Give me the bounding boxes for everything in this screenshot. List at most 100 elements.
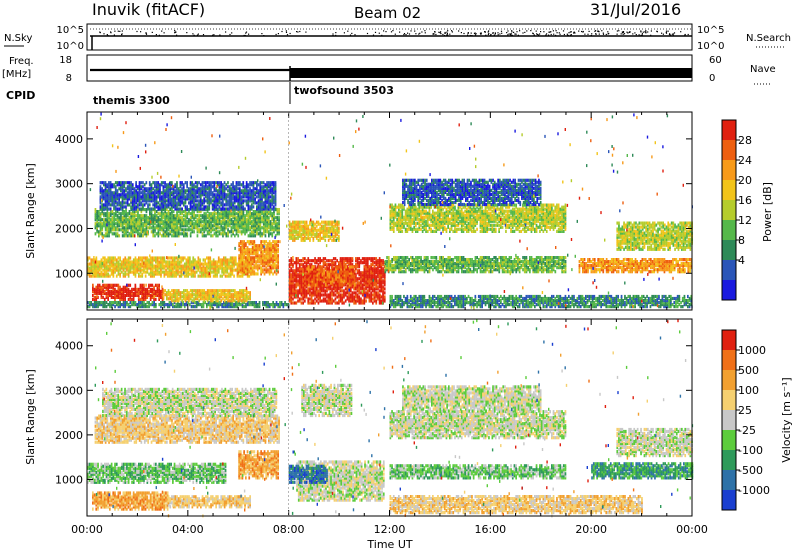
colorbar-segment (722, 330, 736, 350)
colorbar-segment (722, 240, 736, 260)
nave-tick-top: 60 (709, 55, 722, 66)
xtick-label: 00:00 (71, 523, 103, 536)
xtick-label: 20:00 (575, 523, 607, 536)
freq-unit: [MHz] (2, 69, 31, 80)
colorbar-segment (722, 490, 736, 510)
power-band-10 (385, 256, 567, 273)
power-band-11 (390, 204, 567, 234)
freq-tick-top: 18 (59, 55, 72, 66)
power-band-9 (289, 221, 340, 242)
power-colorbar: Power [dB] 28 24 20 16 12 8 4 (722, 120, 774, 300)
velocity-band-10 (390, 410, 567, 439)
station-title: Inuvik (fitACF) (92, 0, 205, 19)
date-title: 31/Jul/2016 (590, 0, 681, 19)
nsky-panel: N.Sky 10^5 10^0 10^5 10^0 N.Search (4, 24, 791, 52)
velocity-colorbar-label: Velocity [m s⁻¹] (780, 377, 793, 462)
colorbar-tick-label: 28 (738, 134, 752, 147)
colorbar-segment (722, 120, 736, 140)
nave-label: Nave (750, 64, 776, 75)
nsky-tick-top: 10^5 (57, 25, 84, 36)
velocity-band-3 (238, 450, 279, 479)
power-band-3 (87, 256, 252, 277)
power-band-13 (390, 295, 693, 308)
xtick-label: 16:00 (474, 523, 506, 536)
colorbar-segment (722, 220, 736, 240)
colorbar-tick-label: 1000 (738, 344, 766, 357)
colorbar-segment (722, 410, 736, 430)
velocity-ytick-label: 4000 (55, 340, 83, 353)
nsky-label: N.Sky (4, 33, 32, 44)
power-band-1 (92, 284, 163, 301)
velocity-band-1 (168, 495, 251, 508)
colorbar-segment (722, 430, 736, 450)
colorbar-tick-label: 4 (738, 254, 745, 267)
power-band-14 (579, 258, 693, 273)
velocity-ytick-label: 3000 (55, 384, 83, 397)
velocity-band-12 (390, 495, 643, 514)
freq-panel: Freq. [MHz] 18 8 60 0 Nave (2, 55, 776, 84)
velocity-band-2 (87, 463, 226, 484)
freq-tick-bottom: 8 (66, 73, 72, 84)
xaxis-label: Time UT (366, 538, 412, 551)
colorbar-segment (722, 180, 736, 200)
power-band-4 (238, 240, 279, 275)
velocity-colorbar: Velocity [m s⁻¹] 1000 500 100 25 -25 -100 -500… (722, 330, 793, 510)
nsearch-tick-top: 10^5 (697, 25, 724, 36)
colorbar-tick-label: 500 (738, 364, 759, 377)
power-colorbar-label: Power [dB] (761, 182, 774, 242)
colorbar-tick-label: 8 (738, 234, 745, 247)
velocity-ytick-label: 1000 (55, 473, 83, 486)
cpid-label: CPID (6, 89, 35, 102)
colorbar-segment (722, 280, 736, 300)
velocity-band-8 (301, 384, 352, 417)
power-band-6 (100, 181, 277, 210)
colorbar-segment (722, 350, 736, 370)
colorbar-segment (722, 200, 736, 220)
colorbar-tick-label: 100 (738, 384, 759, 397)
velocity-ytick-label: 2000 (55, 429, 83, 442)
nsearch-label: N.Search (746, 33, 791, 44)
colorbar-segment (722, 390, 736, 410)
colorbar-tick-label: 16 (738, 194, 752, 207)
velocity-band-14 (616, 428, 693, 457)
colorbar-tick-label: 12 (738, 214, 752, 227)
colorbar-segment (722, 160, 736, 180)
colorbar-tick-label: -500 (738, 464, 763, 477)
xtick-label: 04:00 (172, 523, 204, 536)
colorbar-tick-label: 24 (738, 154, 752, 167)
colorbar-tick-label: -1000 (738, 484, 770, 497)
xtick-label: 12:00 (374, 523, 406, 536)
power-ytick-label: 4000 (55, 133, 83, 146)
colorbar-segment (722, 260, 736, 280)
power-band-12 (402, 179, 541, 206)
colorbar-segment (722, 470, 736, 490)
power-band-8 (306, 265, 355, 286)
velocity-band-13 (591, 462, 693, 479)
velocity-band-11 (402, 385, 541, 412)
colorbar-segment (722, 370, 736, 390)
power-band-2 (163, 289, 251, 302)
colorbar-tick-label: -100 (738, 444, 763, 457)
colorbar-segment (722, 450, 736, 470)
power-ytick-label: 2000 (55, 222, 83, 235)
velocity-ylabel: Slant Range [km] (24, 369, 37, 465)
xtick-label: 00:00 (676, 523, 708, 536)
nsearch-tick-bottom: 10^0 (697, 41, 724, 52)
freq-label: Freq. (9, 56, 34, 67)
beam-title: Beam 02 (354, 4, 421, 22)
colorbar-segment (722, 140, 736, 160)
colorbar-tick-label: 25 (738, 404, 752, 417)
cpid-segment-1: themis 3300 (93, 94, 170, 107)
cpid-strip: CPID themis 3300 twofsound 3503 (6, 82, 394, 107)
power-band-5 (95, 208, 280, 237)
nsky-tick-bottom: 10^0 (57, 41, 84, 52)
velocity-band-5 (102, 388, 277, 417)
colorbar-tick-label: -25 (738, 424, 756, 437)
colorbar-tick-label: 20 (738, 174, 752, 187)
velocity-band-0 (92, 491, 169, 510)
power-ytick-label: 3000 (55, 178, 83, 191)
power-ylabel: Slant Range [km] (24, 163, 37, 259)
cpid-segment-2: twofsound 3503 (294, 84, 394, 97)
velocity-band-4 (95, 415, 280, 444)
